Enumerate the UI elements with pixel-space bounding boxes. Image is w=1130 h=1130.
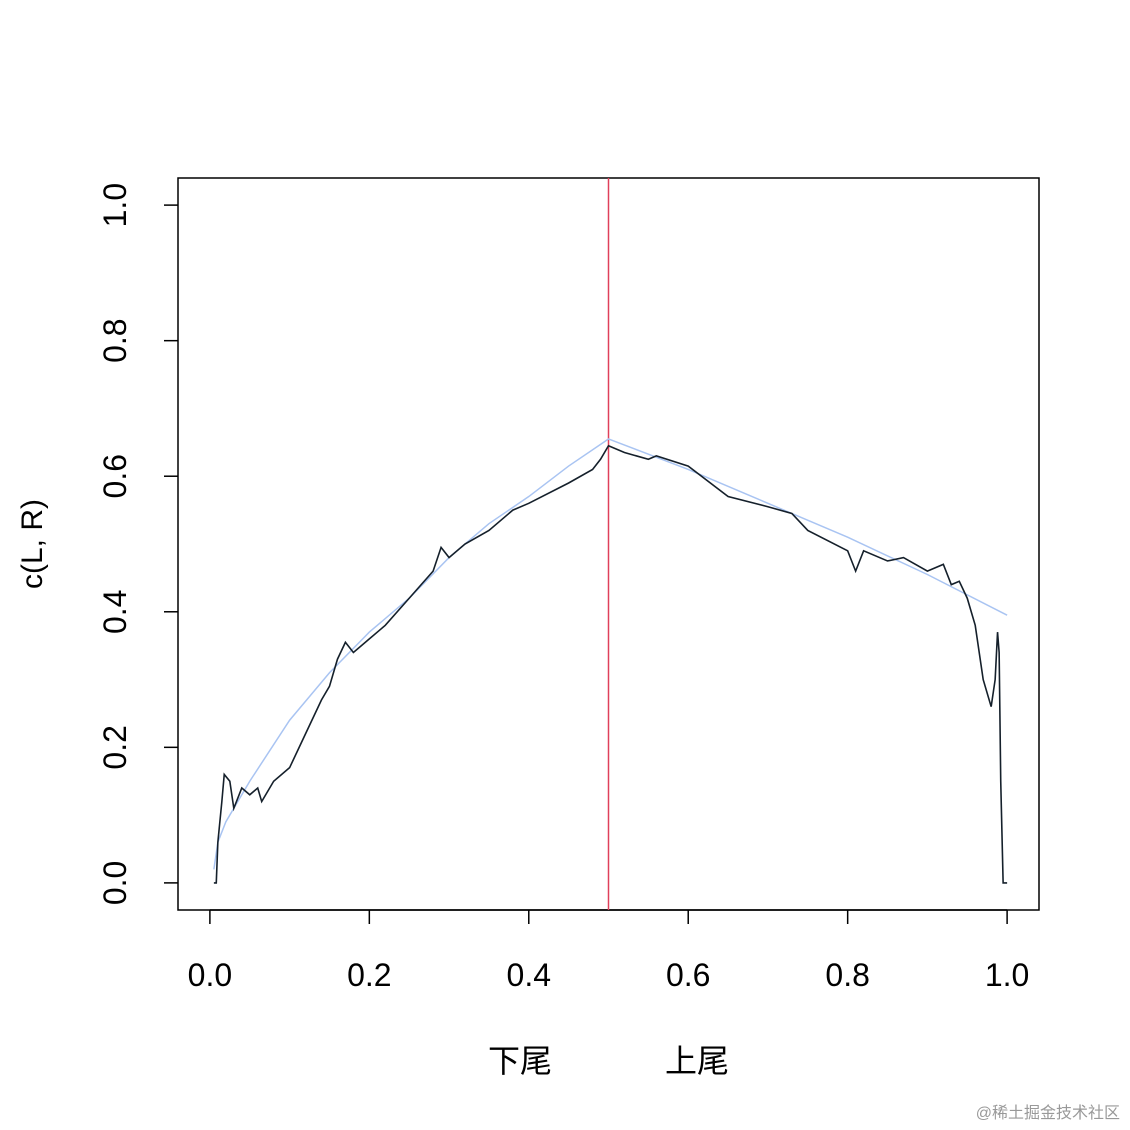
- x-tick-label: 0.0: [188, 957, 232, 993]
- x-tick-label: 1.0: [985, 957, 1029, 993]
- watermark: @稀土掘金技术社区: [976, 1104, 1120, 1122]
- y-tick-label: 1.0: [97, 183, 133, 227]
- x-tick-label: 0.4: [507, 957, 551, 993]
- y-tick-label: 0.4: [97, 590, 133, 634]
- line-series: [213, 438, 1008, 870]
- y-tick-label: 0.2: [97, 725, 133, 769]
- x-axis-label: 下尾: [488, 1043, 552, 1079]
- line-series: [213, 444, 1008, 884]
- y-tick-label: 0.8: [97, 318, 133, 362]
- x-tick-label: 0.8: [825, 957, 869, 993]
- x-tick-label: 0.2: [347, 957, 391, 993]
- y-axis-label: c(L, R): [16, 499, 49, 589]
- x-tick-label: 0.6: [666, 957, 710, 993]
- y-tick-label: 0.0: [97, 861, 133, 905]
- y-tick-label: 0.6: [97, 454, 133, 498]
- x-axis-label: 上尾: [665, 1043, 729, 1079]
